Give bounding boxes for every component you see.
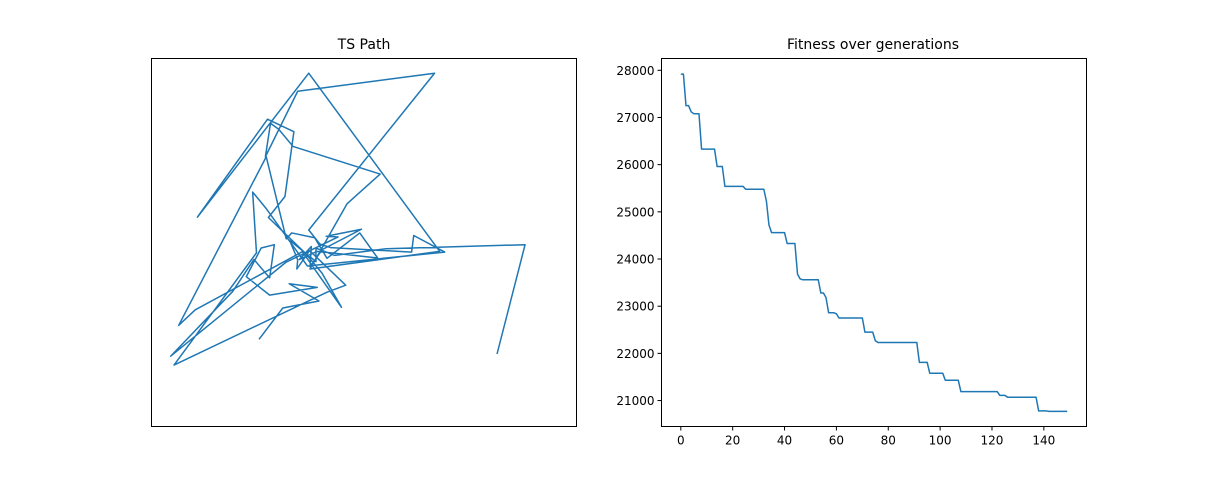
axes-frame bbox=[661, 58, 1087, 427]
y-tick-label: 22000 bbox=[616, 347, 654, 361]
series-line bbox=[169, 72, 526, 366]
y-tick-label: 26000 bbox=[616, 158, 654, 172]
y-tick-label: 25000 bbox=[616, 205, 654, 219]
chart-title: TS Path bbox=[337, 37, 391, 53]
x-tick-label: 60 bbox=[829, 434, 844, 448]
plot-area bbox=[169, 72, 526, 366]
x-tick-label: 80 bbox=[881, 434, 896, 448]
x-tick-label: 0 bbox=[677, 434, 685, 448]
fitness-chart: Fitness over generations 0 20 40 60 80 100 120… bbox=[616, 37, 1087, 448]
y-tick-label: 24000 bbox=[616, 253, 654, 267]
x-tick-label: 20 bbox=[725, 434, 740, 448]
x-tick-label: 100 bbox=[929, 434, 952, 448]
plot-area bbox=[680, 73, 1068, 413]
ts-path-chart: TS Path bbox=[151, 37, 577, 427]
y-tick-label: 21000 bbox=[616, 394, 654, 408]
axes-frame bbox=[151, 58, 577, 427]
x-tick-label: 140 bbox=[1032, 434, 1055, 448]
x-tick-label: 40 bbox=[777, 434, 792, 448]
x-axis-ticks: 0 20 40 60 80 100 120 140 bbox=[677, 426, 1055, 448]
series-line bbox=[680, 73, 1068, 413]
x-tick-label: 120 bbox=[981, 434, 1004, 448]
y-tick-label: 28000 bbox=[616, 64, 654, 78]
y-tick-label: 23000 bbox=[616, 300, 654, 314]
y-axis-ticks: 21000 22000 23000 24000 25000 26000 27000 28000 bbox=[616, 64, 662, 408]
chart-title: Fitness over generations bbox=[787, 37, 959, 53]
y-tick-label: 27000 bbox=[616, 111, 654, 125]
